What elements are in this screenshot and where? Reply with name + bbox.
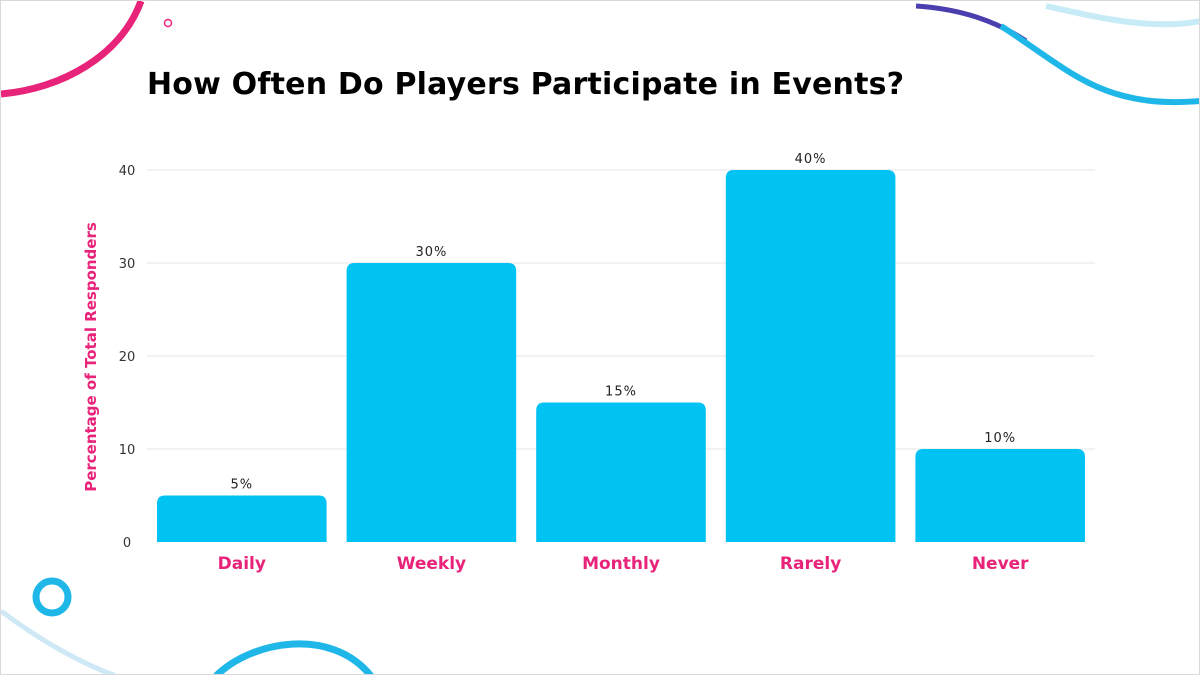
category-label: Rarely bbox=[780, 554, 841, 574]
light-arc-bottom-left-decoration bbox=[1, 608, 117, 674]
bar-rarely bbox=[725, 170, 896, 542]
category-labels: Daily Weekly Monthly Rarely Never bbox=[218, 554, 1030, 574]
blue-wave-decoration bbox=[999, 23, 1199, 105]
value-label: 10% bbox=[984, 431, 1016, 446]
blue-ring-decoration bbox=[32, 577, 72, 617]
value-label: 15% bbox=[605, 385, 637, 400]
bar-monthly bbox=[536, 402, 706, 542]
value-label: 30% bbox=[415, 245, 447, 260]
small-pink-circle-decoration bbox=[163, 18, 173, 28]
category-label: Daily bbox=[218, 554, 266, 574]
light-wave-decoration bbox=[1045, 3, 1199, 28]
bar-daily bbox=[157, 495, 327, 542]
y-tick-label: 0 bbox=[123, 536, 131, 551]
y-tick-label: 10 bbox=[119, 443, 136, 458]
bar-never bbox=[915, 449, 1085, 542]
y-tick-label: 30 bbox=[119, 257, 136, 272]
value-label: 40% bbox=[795, 152, 827, 167]
y-tick-label: 20 bbox=[119, 350, 136, 365]
category-label: Never bbox=[972, 554, 1029, 574]
value-label: 5% bbox=[230, 478, 253, 493]
bar-weekly bbox=[346, 263, 517, 542]
pink-arc-decoration bbox=[1, 1, 145, 98]
y-tick-label: 40 bbox=[119, 164, 136, 179]
blue-arc-bottom-decoration bbox=[213, 640, 374, 674]
y-axis-ticks: 0 10 20 30 40 bbox=[119, 164, 136, 551]
category-label: Monthly bbox=[582, 554, 660, 574]
category-label: Weekly bbox=[397, 554, 466, 574]
chart-title: How Often Do Players Participate in Even… bbox=[147, 67, 905, 102]
bars bbox=[157, 170, 1085, 542]
value-labels: 5% 30% 15% 40% 10% bbox=[230, 152, 1016, 493]
